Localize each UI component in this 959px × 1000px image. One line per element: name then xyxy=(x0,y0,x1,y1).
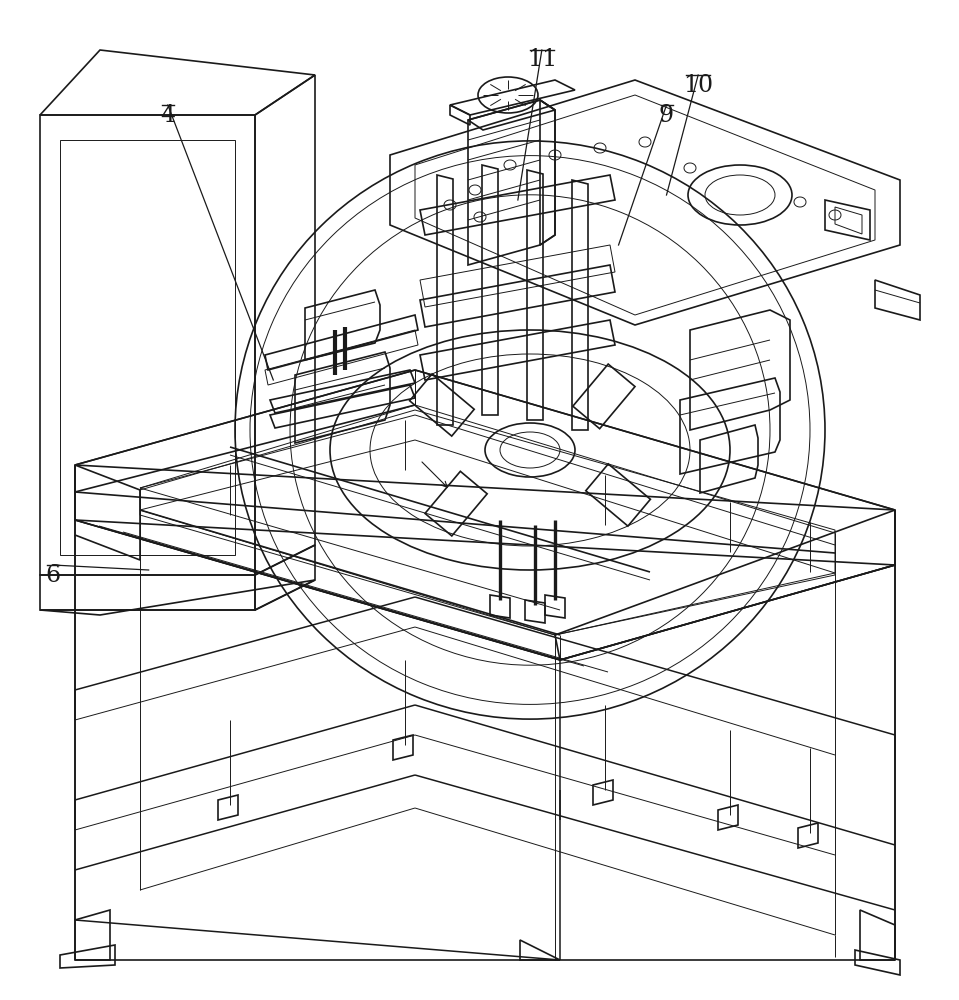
Text: 9: 9 xyxy=(659,104,674,126)
Text: 6: 6 xyxy=(45,564,60,586)
Text: 10: 10 xyxy=(683,74,713,97)
Text: 11: 11 xyxy=(526,48,557,72)
Text: 4: 4 xyxy=(160,104,175,126)
